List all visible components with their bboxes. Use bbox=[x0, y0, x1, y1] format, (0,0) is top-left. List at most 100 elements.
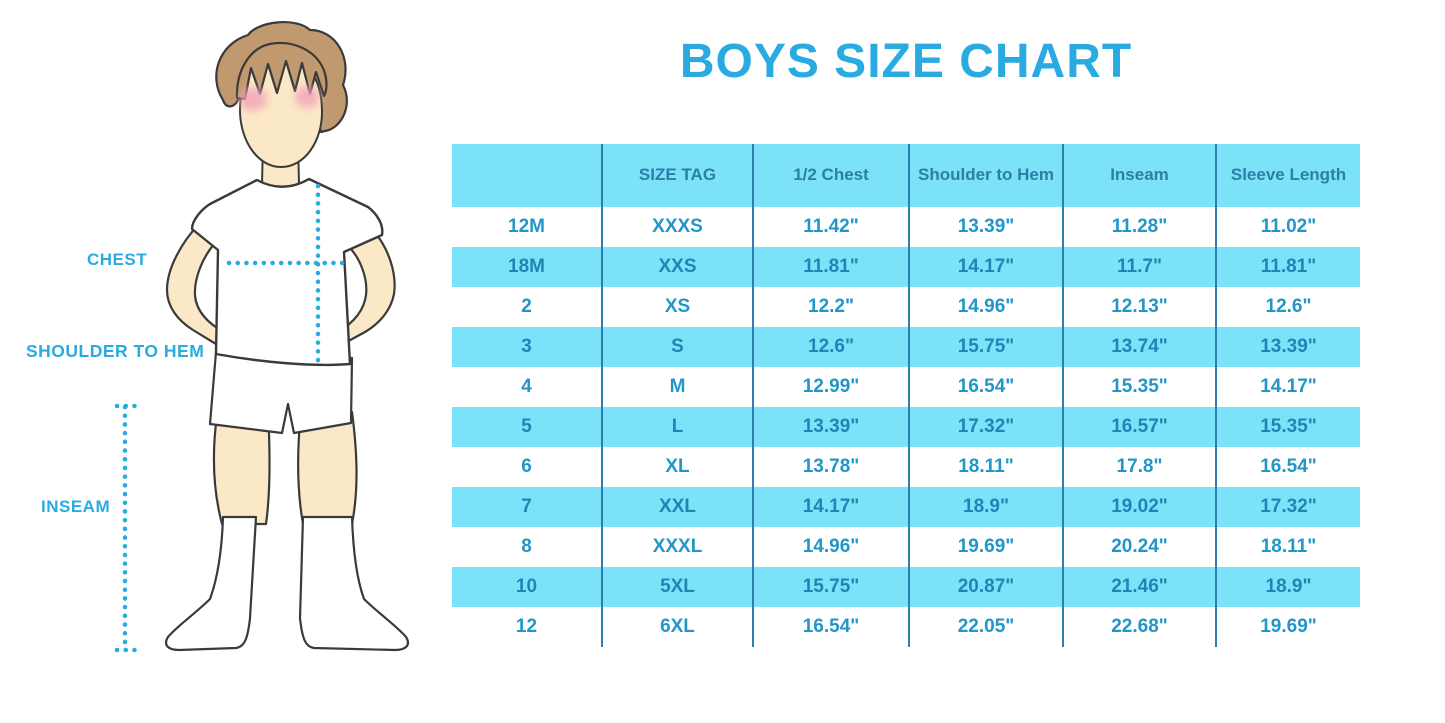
table-cell: 20.24" bbox=[1062, 527, 1216, 567]
table-row: 5 L 13.39" 17.32" 16.57" 15.35" bbox=[452, 407, 1360, 447]
table-cell: 14.96" bbox=[908, 287, 1063, 327]
table-row: 12M XXXS 11.42" 13.39" 11.28" 11.02" bbox=[452, 207, 1360, 247]
table-row: 6 XL 13.78" 18.11" 17.8" 16.54" bbox=[452, 447, 1360, 487]
table-cell: 18M bbox=[508, 256, 545, 277]
table-cell: XXXS bbox=[601, 207, 753, 247]
left-leg bbox=[212, 410, 271, 526]
table-cell: M bbox=[601, 367, 753, 407]
table-cell: XXXL bbox=[601, 527, 753, 567]
table-cell: 12.6" bbox=[752, 327, 909, 367]
table-cell: 14.17" bbox=[908, 247, 1063, 287]
table-cell: 14.17" bbox=[752, 487, 909, 527]
table-cell: 13.39" bbox=[908, 207, 1063, 247]
table-cell: 19.69" bbox=[908, 527, 1063, 567]
shirt-shape bbox=[190, 177, 384, 367]
boy-illustration bbox=[114, 21, 410, 653]
size-table-body: 12M XXXS 11.42" 13.39" 11.28" 11.02" 18M XXS 11.… bbox=[452, 207, 1360, 647]
table-row: 12 6XL 16.54" 22.05" 22.68" 19.69" bbox=[452, 607, 1360, 647]
size-chart-table: SIZE TAG 1/2 Chest Shoulder to Hem Inseam Sl… bbox=[452, 144, 1360, 647]
table-cell: 19.69" bbox=[1215, 607, 1360, 647]
table-header-row: SIZE TAG 1/2 Chest Shoulder to Hem Inseam Sl… bbox=[452, 144, 1360, 207]
table-cell: 16.54" bbox=[1215, 447, 1360, 487]
page-title: BOYS SIZE CHART bbox=[679, 35, 1133, 88]
table-cell: 16.57" bbox=[1062, 407, 1216, 447]
inseam-label: INSEAM bbox=[41, 497, 111, 516]
table-cell: XXS bbox=[601, 247, 753, 287]
table-cell: 15.35" bbox=[1062, 367, 1216, 407]
table-cell: 15.75" bbox=[752, 567, 909, 607]
table-cell: XS bbox=[601, 287, 753, 327]
table-cell: 17.8" bbox=[1062, 447, 1216, 487]
table-cell: 15.35" bbox=[1215, 407, 1360, 447]
column-header: SIZE TAG bbox=[601, 144, 753, 207]
table-cell: 13.39" bbox=[752, 407, 909, 447]
table-cell: 15.75" bbox=[908, 327, 1063, 367]
size-chart-table-wrap: SIZE TAG 1/2 Chest Shoulder to Hem Inseam Sl… bbox=[452, 144, 1360, 647]
table-cell: S bbox=[601, 327, 753, 367]
table-row: 18M XXS 11.81" 14.17" 11.7" 11.81" bbox=[452, 247, 1360, 287]
table-cell: 11.7" bbox=[1062, 247, 1216, 287]
table-cell: 22.68" bbox=[1062, 607, 1216, 647]
table-cell: 3 bbox=[521, 336, 532, 357]
table-row: 10 5XL 15.75" 20.87" 21.46" 18.9" bbox=[452, 567, 1360, 607]
table-cell: 5 bbox=[521, 416, 532, 437]
table-cell: 2 bbox=[521, 296, 532, 317]
table-cell: 18.11" bbox=[1215, 527, 1360, 567]
table-row: 4 M 12.99" 16.54" 15.35" 14.17" bbox=[452, 367, 1360, 407]
left-cheek-blush bbox=[239, 87, 267, 111]
column-header bbox=[452, 144, 602, 207]
table-cell: 13.39" bbox=[1215, 327, 1360, 367]
table-cell: 12 bbox=[515, 616, 538, 637]
hair-fringe bbox=[235, 41, 328, 101]
shorts-shape bbox=[208, 350, 354, 435]
table-cell: XXL bbox=[601, 487, 753, 527]
table-cell: 11.28" bbox=[1062, 207, 1216, 247]
column-header: 1/2 Chest bbox=[752, 144, 909, 207]
column-header: Inseam bbox=[1062, 144, 1216, 207]
table-cell: 13.74" bbox=[1062, 327, 1216, 367]
table-cell: 21.46" bbox=[1062, 567, 1216, 607]
table-cell: 18.11" bbox=[908, 447, 1063, 487]
table-cell: 10 bbox=[515, 576, 538, 597]
table-cell: 18.9" bbox=[1215, 567, 1360, 607]
table-cell: XL bbox=[601, 447, 753, 487]
table-row: 3 S 12.6" 15.75" 13.74" 13.39" bbox=[452, 327, 1360, 367]
table-cell: L bbox=[601, 407, 753, 447]
table-cell: 18.9" bbox=[908, 487, 1063, 527]
table-cell: 16.54" bbox=[752, 607, 909, 647]
table-cell: 14.17" bbox=[1215, 367, 1360, 407]
table-cell: 12.2" bbox=[752, 287, 909, 327]
table-cell: 11.02" bbox=[1215, 207, 1360, 247]
table-row: 2 XS 12.2" 14.96" 12.13" 12.6" bbox=[452, 287, 1360, 327]
column-header: Shoulder to Hem bbox=[908, 144, 1063, 207]
table-cell: 17.32" bbox=[908, 407, 1063, 447]
right-cheek-blush bbox=[295, 86, 319, 108]
table-cell: 8 bbox=[521, 536, 532, 557]
table-cell: 12M bbox=[508, 216, 545, 237]
table-row: 8 XXXL 14.96" 19.69" 20.24" 18.11" bbox=[452, 527, 1360, 567]
table-cell: 12.13" bbox=[1062, 287, 1216, 327]
shoulder-to-hem-label: SHOULDER TO HEM bbox=[26, 341, 205, 361]
table-cell: 6 bbox=[521, 456, 532, 477]
table-cell: 17.32" bbox=[1215, 487, 1360, 527]
column-header: Sleeve Length bbox=[1215, 144, 1360, 207]
table-cell: 13.78" bbox=[752, 447, 909, 487]
table-cell: 11.81" bbox=[1215, 247, 1360, 287]
right-sock bbox=[298, 515, 410, 652]
table-cell: 11.81" bbox=[752, 247, 909, 287]
table-cell: 4 bbox=[521, 376, 532, 397]
table-cell: 11.42" bbox=[752, 207, 909, 247]
table-cell: 20.87" bbox=[908, 567, 1063, 607]
table-cell: 7 bbox=[521, 496, 532, 517]
table-cell: 22.05" bbox=[908, 607, 1063, 647]
table-cell: 12.6" bbox=[1215, 287, 1360, 327]
table-cell: 5XL bbox=[601, 567, 753, 607]
table-cell: 16.54" bbox=[908, 367, 1063, 407]
left-sock bbox=[164, 515, 258, 652]
chest-label: CHEST bbox=[87, 250, 148, 269]
table-cell: 14.96" bbox=[752, 527, 909, 567]
table-cell: 12.99" bbox=[752, 367, 909, 407]
table-cell: 19.02" bbox=[1062, 487, 1216, 527]
table-cell: 6XL bbox=[601, 607, 753, 647]
